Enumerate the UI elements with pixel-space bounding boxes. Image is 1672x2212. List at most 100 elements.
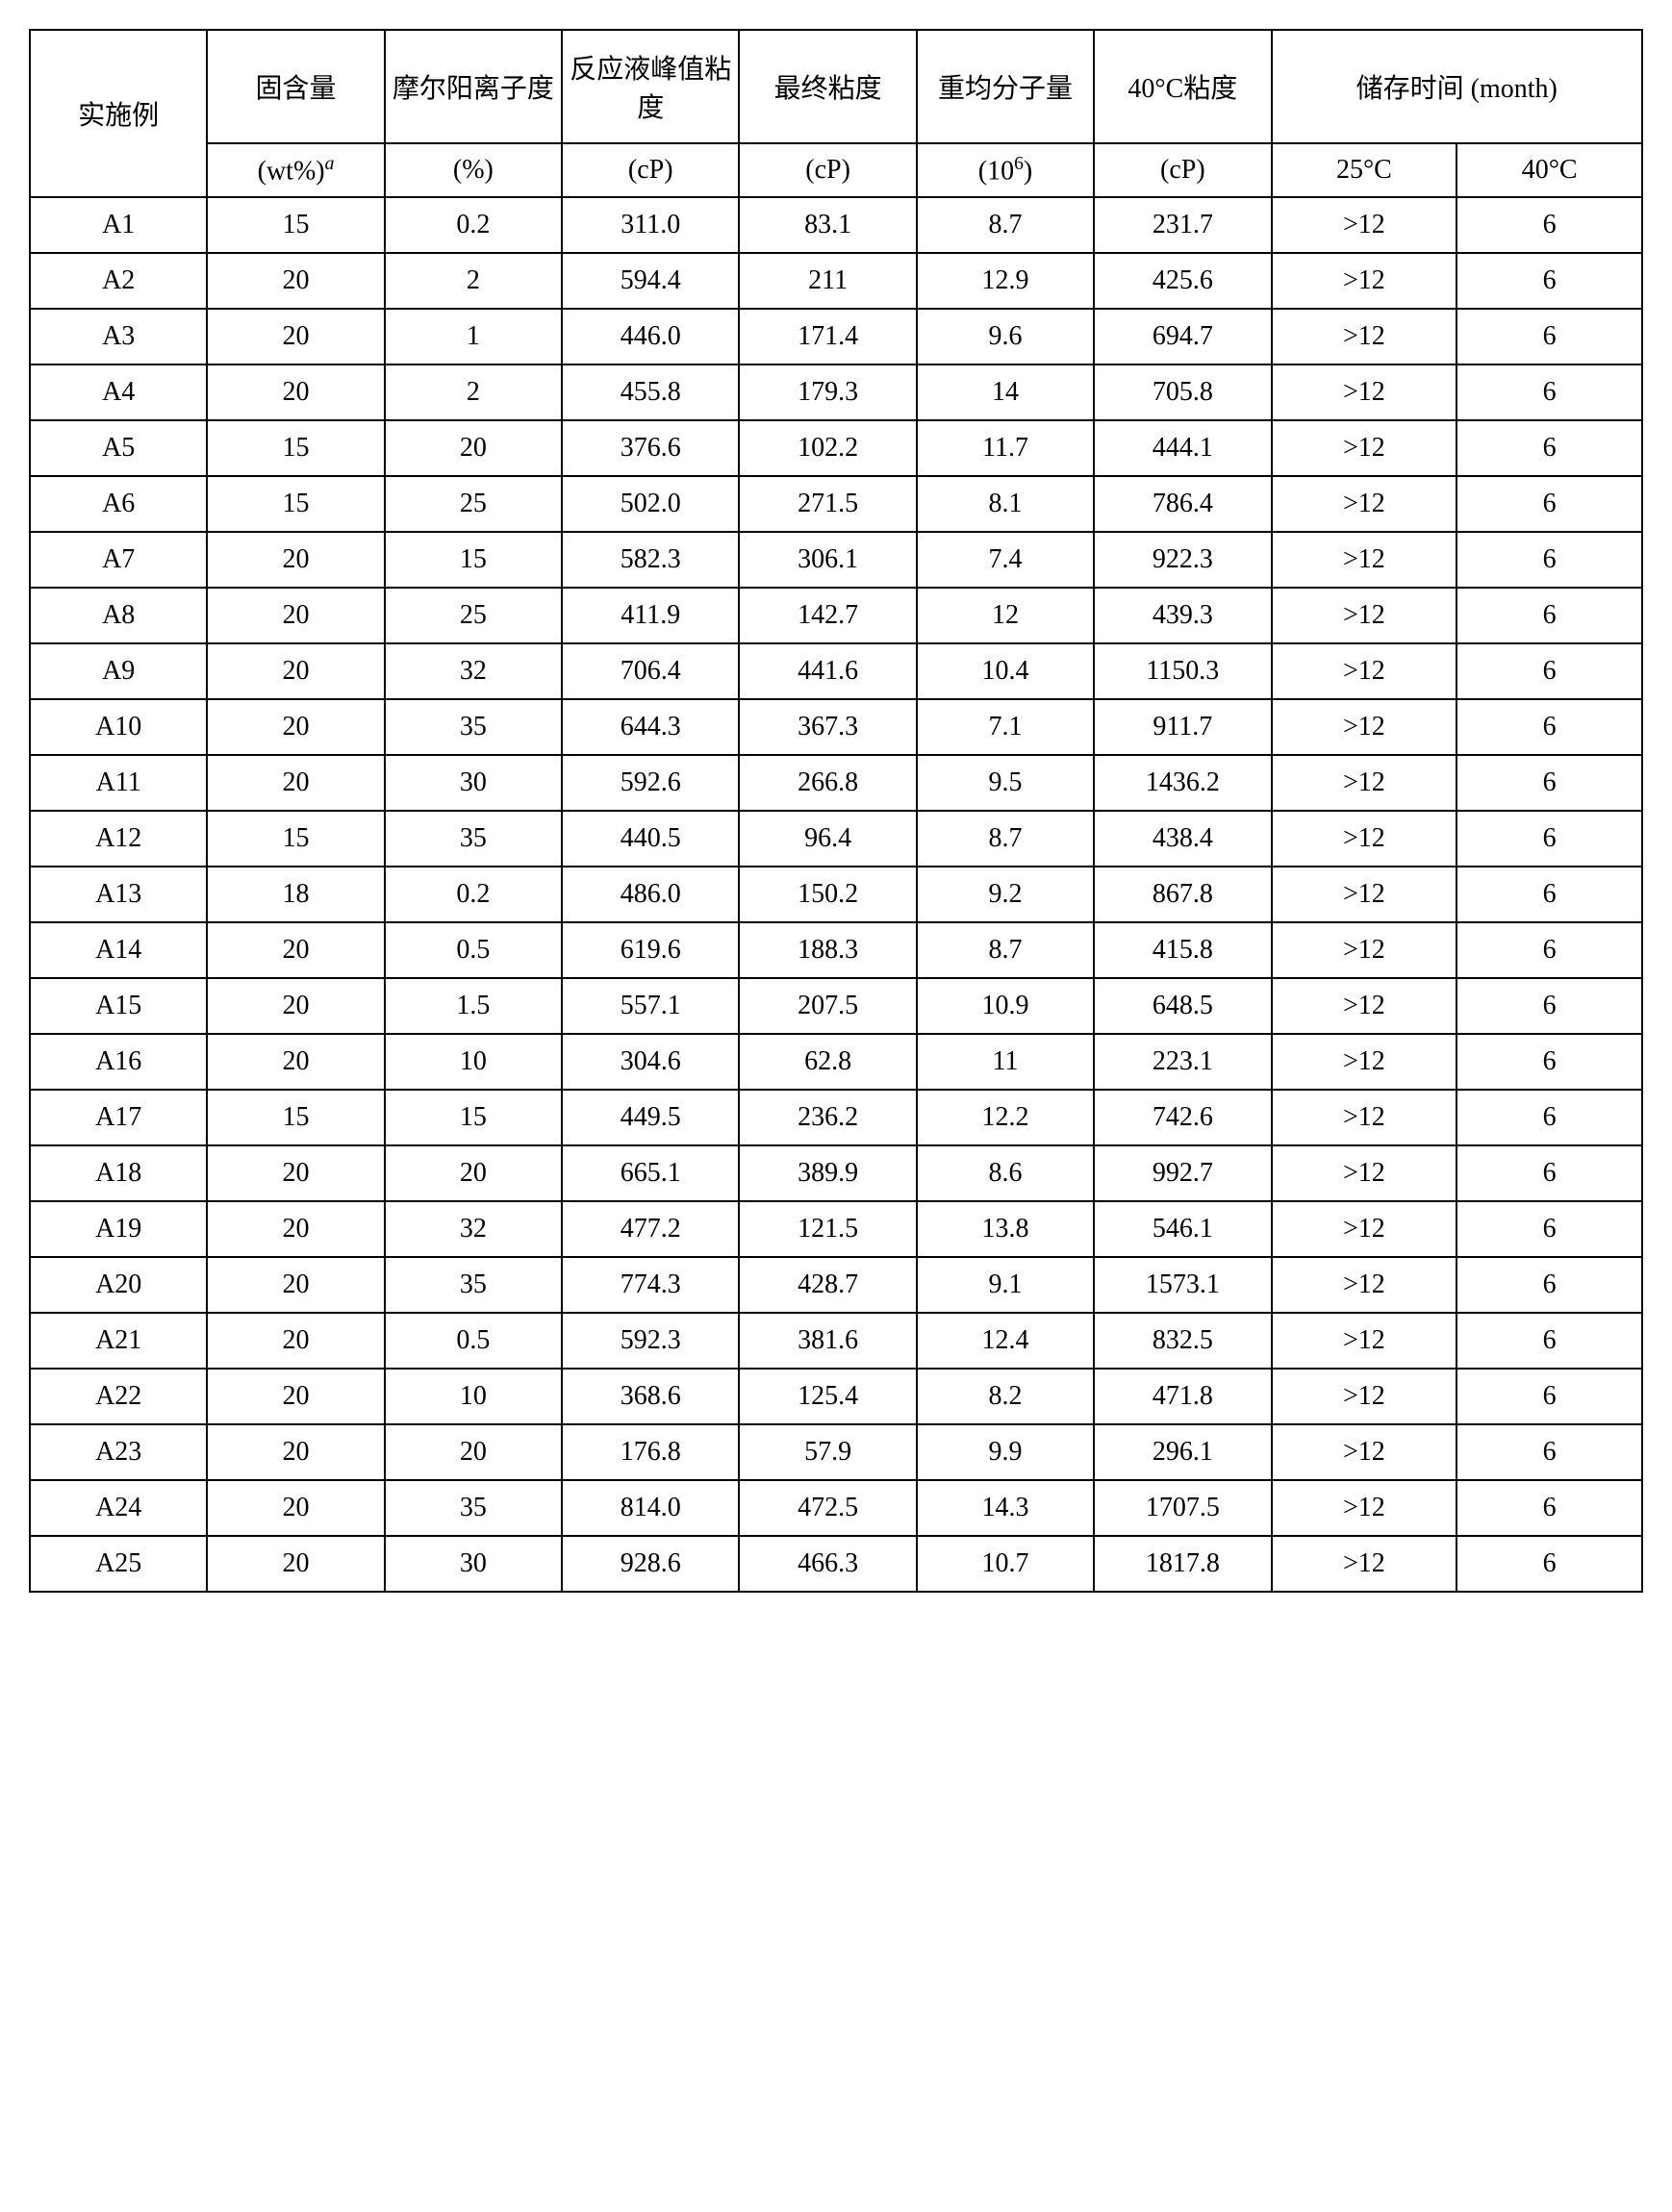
header-peak-viscosity: 反应液峰值粘度 bbox=[562, 30, 739, 143]
table-cell: 6 bbox=[1457, 588, 1642, 643]
table-row: A182020665.1389.98.6992.7>126 bbox=[30, 1145, 1642, 1201]
table-row: A72015582.3306.17.4922.3>126 bbox=[30, 532, 1642, 588]
header-cationic: 摩尔阳离子度 bbox=[385, 30, 562, 143]
table-cell: 6 bbox=[1457, 420, 1642, 476]
table-cell: A10 bbox=[30, 699, 207, 755]
table-cell: 304.6 bbox=[562, 1034, 739, 1090]
table-cell: 20 bbox=[207, 699, 384, 755]
table-cell: 11 bbox=[917, 1034, 1094, 1090]
table-cell: A24 bbox=[30, 1480, 207, 1536]
table-cell: A22 bbox=[30, 1369, 207, 1424]
table-cell: 8.1 bbox=[917, 476, 1094, 532]
table-cell: 35 bbox=[385, 1257, 562, 1313]
table-cell: >12 bbox=[1272, 1369, 1457, 1424]
table-cell: 236.2 bbox=[739, 1090, 916, 1145]
table-cell: 1150.3 bbox=[1094, 643, 1271, 699]
table-cell: 368.6 bbox=[562, 1369, 739, 1424]
table-cell: 15 bbox=[207, 1090, 384, 1145]
table-cell: 444.1 bbox=[1094, 420, 1271, 476]
table-cell: 471.8 bbox=[1094, 1369, 1271, 1424]
table-cell: A2 bbox=[30, 253, 207, 309]
table-cell: >12 bbox=[1272, 476, 1457, 532]
table-cell: 455.8 bbox=[562, 364, 739, 420]
table-cell: 648.5 bbox=[1094, 978, 1271, 1034]
table-cell: 6 bbox=[1457, 476, 1642, 532]
table-cell: A13 bbox=[30, 867, 207, 922]
table-cell: 6 bbox=[1457, 1424, 1642, 1480]
table-cell: 582.3 bbox=[562, 532, 739, 588]
table-cell: >12 bbox=[1272, 978, 1457, 1034]
table-cell: A6 bbox=[30, 476, 207, 532]
table-cell: 14.3 bbox=[917, 1480, 1094, 1536]
table-cell: 0.2 bbox=[385, 867, 562, 922]
table-cell: 10.7 bbox=[917, 1536, 1094, 1592]
table-cell: 867.8 bbox=[1094, 867, 1271, 922]
table-header-row-1: 实施例 固含量 摩尔阳离子度 反应液峰值粘度 最终粘度 重均分子量 40°C粘度… bbox=[30, 30, 1642, 143]
table-cell: 125.4 bbox=[739, 1369, 916, 1424]
table-cell: 15 bbox=[207, 811, 384, 867]
table-cell: 1436.2 bbox=[1094, 755, 1271, 811]
table-cell: 644.3 bbox=[562, 699, 739, 755]
table-cell: 20 bbox=[385, 420, 562, 476]
table-cell: A7 bbox=[30, 532, 207, 588]
table-cell: 2 bbox=[385, 253, 562, 309]
unit-peak: (cP) bbox=[562, 143, 739, 197]
table-cell: 9.2 bbox=[917, 867, 1094, 922]
table-cell: A11 bbox=[30, 755, 207, 811]
table-cell: A25 bbox=[30, 1536, 207, 1592]
table-cell: 6 bbox=[1457, 978, 1642, 1034]
table-cell: 20 bbox=[207, 588, 384, 643]
table-cell: 15 bbox=[207, 197, 384, 253]
table-cell: 96.4 bbox=[739, 811, 916, 867]
table-cell: 271.5 bbox=[739, 476, 916, 532]
table-row: A242035814.0472.514.31707.5>126 bbox=[30, 1480, 1642, 1536]
table-cell: 12 bbox=[917, 588, 1094, 643]
header-40c-viscosity: 40°C粘度 bbox=[1094, 30, 1271, 143]
table-cell: 20 bbox=[207, 1201, 384, 1257]
table-cell: 211 bbox=[739, 253, 916, 309]
table-cell: 6 bbox=[1457, 811, 1642, 867]
table-cell: 1573.1 bbox=[1094, 1257, 1271, 1313]
table-cell: 14 bbox=[917, 364, 1094, 420]
table-cell: 6 bbox=[1457, 1536, 1642, 1592]
table-cell: 592.6 bbox=[562, 755, 739, 811]
table-cell: 35 bbox=[385, 1480, 562, 1536]
table-cell: 6 bbox=[1457, 699, 1642, 755]
table-cell: 0.5 bbox=[385, 1313, 562, 1369]
table-cell: 706.4 bbox=[562, 643, 739, 699]
table-row: A4202455.8179.314705.8>126 bbox=[30, 364, 1642, 420]
table-row: A162010304.662.811223.1>126 bbox=[30, 1034, 1642, 1090]
table-cell: 472.5 bbox=[739, 1480, 916, 1536]
table-cell: 30 bbox=[385, 1536, 562, 1592]
table-cell: 546.1 bbox=[1094, 1201, 1271, 1257]
table-cell: 466.3 bbox=[739, 1536, 916, 1592]
table-cell: 6 bbox=[1457, 867, 1642, 922]
table-cell: 705.8 bbox=[1094, 364, 1271, 420]
table-cell: 20 bbox=[207, 253, 384, 309]
table-cell: 922.3 bbox=[1094, 532, 1271, 588]
table-cell: 83.1 bbox=[739, 197, 916, 253]
table-cell: 12.9 bbox=[917, 253, 1094, 309]
table-cell: 2 bbox=[385, 364, 562, 420]
table-cell: A9 bbox=[30, 643, 207, 699]
table-cell: >12 bbox=[1272, 197, 1457, 253]
table-cell: 6 bbox=[1457, 922, 1642, 978]
table-cell: 6 bbox=[1457, 755, 1642, 811]
table-cell: 207.5 bbox=[739, 978, 916, 1034]
table-cell: 18 bbox=[207, 867, 384, 922]
table-cell: 6 bbox=[1457, 197, 1642, 253]
table-row: A232020176.857.99.9296.1>126 bbox=[30, 1424, 1642, 1480]
table-cell: 306.1 bbox=[739, 532, 916, 588]
table-cell: >12 bbox=[1272, 420, 1457, 476]
table-cell: 15 bbox=[207, 420, 384, 476]
table-row: A1150.2311.083.18.7231.7>126 bbox=[30, 197, 1642, 253]
table-cell: 20 bbox=[207, 1145, 384, 1201]
table-cell: 20 bbox=[207, 1536, 384, 1592]
table-cell: 438.4 bbox=[1094, 811, 1271, 867]
table-cell: 57.9 bbox=[739, 1424, 916, 1480]
table-cell: 814.0 bbox=[562, 1480, 739, 1536]
table-cell: 32 bbox=[385, 643, 562, 699]
table-cell: 121.5 bbox=[739, 1201, 916, 1257]
table-cell: 425.6 bbox=[1094, 253, 1271, 309]
table-cell: 25 bbox=[385, 588, 562, 643]
